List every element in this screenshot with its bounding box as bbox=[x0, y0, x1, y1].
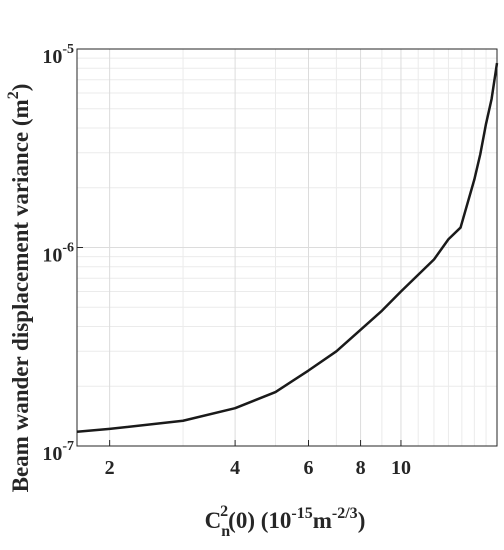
x-label-part: C bbox=[205, 508, 222, 533]
y-label-part: Beam wander displacement variance (m bbox=[8, 99, 33, 492]
y-tick-exponent: -7 bbox=[62, 439, 74, 454]
y-tick-exponent: -6 bbox=[62, 241, 74, 256]
x-label-part: m bbox=[313, 508, 332, 533]
y-axis-label: Beam wander displacement variance (m2) bbox=[5, 84, 33, 493]
x-tick-label: 2 bbox=[105, 457, 115, 479]
x-tick-label: 6 bbox=[303, 457, 313, 479]
y-tick-base: 10 bbox=[42, 46, 62, 68]
data-line bbox=[76, 62, 499, 433]
y-tick-label: 10-5 bbox=[42, 42, 74, 68]
x-tick-label: 4 bbox=[230, 457, 240, 479]
x-tick-label: 8 bbox=[356, 457, 366, 479]
y-tick-label: 10-7 bbox=[42, 439, 74, 465]
y-tick-label: 10-6 bbox=[42, 241, 74, 267]
y-tick-base: 10 bbox=[42, 245, 62, 267]
x-label-part: -2/3 bbox=[332, 505, 358, 522]
y-tick-base: 10 bbox=[42, 443, 62, 465]
x-label-part: n bbox=[221, 523, 230, 540]
x-label-part: 2 bbox=[220, 503, 228, 520]
x-label-part: -15 bbox=[291, 505, 312, 522]
y-label-part: 2 bbox=[5, 91, 22, 99]
y-tick-exponent: -5 bbox=[62, 42, 74, 57]
plot-frame bbox=[76, 48, 498, 447]
y-label-part: ) bbox=[8, 84, 33, 92]
x-tick-label: 10 bbox=[391, 457, 411, 479]
x-label-part: ) bbox=[358, 508, 366, 533]
x-label-part: (0) (10 bbox=[228, 508, 291, 533]
x-axis-label: Cn 2(0) (10-15m-2/3) bbox=[205, 503, 366, 540]
